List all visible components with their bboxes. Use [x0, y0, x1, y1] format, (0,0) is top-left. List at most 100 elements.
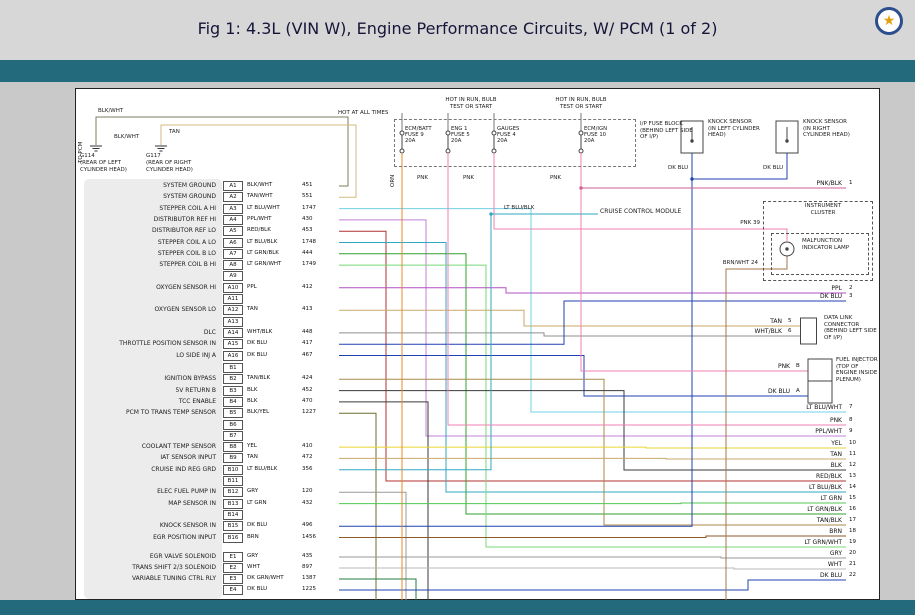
wire-color-A4: PPL/WHT: [247, 215, 272, 222]
right-terminal-18: 18: [849, 528, 856, 534]
signal-label-A12: OXYGEN SENSOR LO: [154, 306, 217, 314]
fuse-1-label: ECM/BATT FUSE 9 20A: [405, 126, 432, 144]
wire-color-B13: LT GRN: [247, 499, 267, 506]
ground-location-g114: (REAR OF LEFT CYLINDER HEAD): [80, 160, 127, 173]
wire-A3: [339, 208, 846, 413]
wire-color-B9: TAN: [247, 454, 258, 461]
right-terminal-11: 11: [849, 451, 856, 457]
star-badge[interactable]: ★: [875, 7, 903, 35]
circuit-number-B15: 496: [302, 522, 313, 529]
signal-label-B12: ELEC FUEL PUMP IN: [157, 488, 216, 496]
circuit-number-B12: 120: [302, 488, 313, 495]
ground-id-g114: G114: [80, 153, 95, 159]
hot-in-run-label-2: HOT IN RUN, BULB TEST OR START: [555, 97, 607, 110]
right-wire-color-15: LT BLU/BLK: [808, 484, 842, 491]
pin-cell-B7: B7: [223, 430, 243, 441]
circuit-number-B16: 1456: [302, 533, 316, 540]
cluster-wire-in-label: PNK 39: [740, 220, 760, 226]
wire-B10: [339, 214, 492, 471]
pin-cell-A15: A15: [223, 339, 243, 350]
pin-cell-B4: B4: [223, 396, 243, 407]
signal-label-A7: STEPPER COIL B LO: [157, 249, 216, 257]
star-icon: ★: [882, 13, 896, 29]
circuit-number-B2: 424: [302, 375, 313, 382]
pnk-wire-label-3: PNK: [549, 175, 561, 181]
circuit-number-E1: 435: [302, 553, 313, 559]
wire-A16: [339, 355, 808, 397]
wire-color-E4: DK BLU: [247, 586, 268, 592]
wire-color-A15: DK BLU: [247, 340, 268, 347]
wire-B3: [339, 390, 846, 471]
signal-label-A15: THROTTLE POSITION SENSOR IN: [119, 340, 216, 348]
right-terminal-A: A: [796, 388, 800, 394]
cruise-control-module-label: CRUISE CONTROL MODULE: [600, 208, 682, 215]
wire-color-A8: LT GRN/WHT: [247, 261, 282, 268]
circuit-number-A10: 412: [302, 283, 313, 290]
mil-lamp-label: MALFUNCTION INDICATOR LAMP: [802, 238, 850, 251]
circuit-number-A6: 1748: [302, 238, 316, 245]
wire-color-B4: BLK: [247, 397, 258, 404]
wire-color-A16: DK BLU: [247, 351, 268, 358]
diagram-canvas[interactable]: TO PCM BLK/WHT BLK/WHT TAN G114 (REAR OF…: [0, 82, 915, 600]
ip-fuse-block-box: [394, 119, 636, 167]
wire-E3: [339, 578, 417, 600]
splice-dot: [690, 139, 694, 143]
wire-color-B3: BLK: [247, 386, 258, 393]
pin-cell-B9: B9: [223, 453, 243, 464]
wire-color-A10: PPL: [247, 283, 257, 290]
fuse-2-label: ENG 1 FUSE 5 20A: [451, 126, 470, 144]
knock-wire-label-2: DK BLU: [763, 165, 784, 171]
wire-color-B8: YEL: [247, 443, 257, 450]
wire-brnwht: [725, 268, 763, 600]
circuit-number-B8: 410: [302, 443, 313, 450]
hot-in-run-label-1: HOT IN RUN, BULB TEST OR START: [445, 97, 497, 110]
circuit-number-B13: 432: [302, 499, 313, 506]
wire-pnk-ecmign: [580, 153, 808, 372]
ground-location-g117: (REAR OF RIGHT CYLINDER HEAD): [146, 160, 193, 173]
circuit-number-B4: 470: [302, 397, 313, 404]
hot-at-all-times-label: HOT AT ALL TIMES: [338, 110, 389, 116]
orn-wire-label: ORN: [390, 174, 396, 187]
circuit-number-A4: 430: [302, 215, 313, 222]
wire-color-A12: TAN: [247, 306, 258, 313]
pnk-wire-label-2: PNK: [462, 175, 474, 181]
circuit-number-B5: 1227: [302, 409, 316, 416]
right-wire-color-7: DK BLU: [767, 388, 790, 395]
right-wire-color-14: RED/BLK: [816, 473, 842, 480]
pin-cell-E2: E2: [223, 563, 243, 573]
wire-color-B10: LT BLU/BLK: [247, 465, 278, 472]
wire-B2: [339, 378, 846, 526]
signal-label-B10: CRUISE IND REG GRD: [151, 465, 216, 473]
wire-label-blkwht-1: BLK/WHT: [98, 108, 124, 114]
wire-color-A3: LT BLU/WHT: [247, 204, 280, 211]
signal-label-panel: [84, 179, 222, 599]
wire-color-A7: LT GRN/BLK: [247, 249, 279, 256]
wire-B13: [339, 502, 846, 505]
signal-label-A2: SYSTEM GROUND: [163, 193, 216, 201]
diagram-page: TO PCM BLK/WHT BLK/WHT TAN G114 (REAR OF…: [75, 88, 880, 600]
top-divider-bar: [0, 60, 915, 82]
circuit-number-A7: 444: [302, 249, 313, 256]
circuit-number-B9: 472: [302, 454, 313, 461]
wire-B4: [339, 401, 429, 600]
signal-label-B16: EGR POSITION INPUT: [153, 533, 216, 541]
signal-label-A10: OXYGEN SENSOR HI: [156, 283, 216, 291]
circuit-number-B3: 452: [302, 386, 313, 393]
right-wire-color-13: BLK: [830, 462, 842, 469]
signal-label-B4: TCC ENABLE: [178, 397, 216, 405]
wire-color-B5: BLK/YEL: [247, 409, 270, 416]
pin-cell-B13: B13: [223, 498, 243, 509]
signal-label-B9: IAT SENSOR INPUT: [160, 454, 216, 462]
wire-color-A14: WHT/BLK: [247, 328, 273, 335]
right-terminal-21: 21: [849, 561, 856, 567]
right-wire-color-20: LT GRN/WHT: [804, 539, 842, 546]
data-link-connector-label: DATA LINK CONNECTOR (BEHIND LEFT SIDE OF…: [824, 315, 877, 341]
splice-dot: [690, 177, 694, 181]
signal-label-A6: STEPPER COIL A LO: [157, 238, 216, 246]
pin-cell-A8: A8: [223, 260, 243, 271]
right-wire-color-5: WHT/BLK: [754, 328, 782, 335]
wire-A15: [339, 300, 846, 345]
right-wire-color-18: TAN/BLK: [816, 517, 842, 524]
signal-label-A4: DISTRIBUTOR REF HI: [153, 215, 216, 223]
right-wire-color-12: TAN: [830, 451, 842, 458]
